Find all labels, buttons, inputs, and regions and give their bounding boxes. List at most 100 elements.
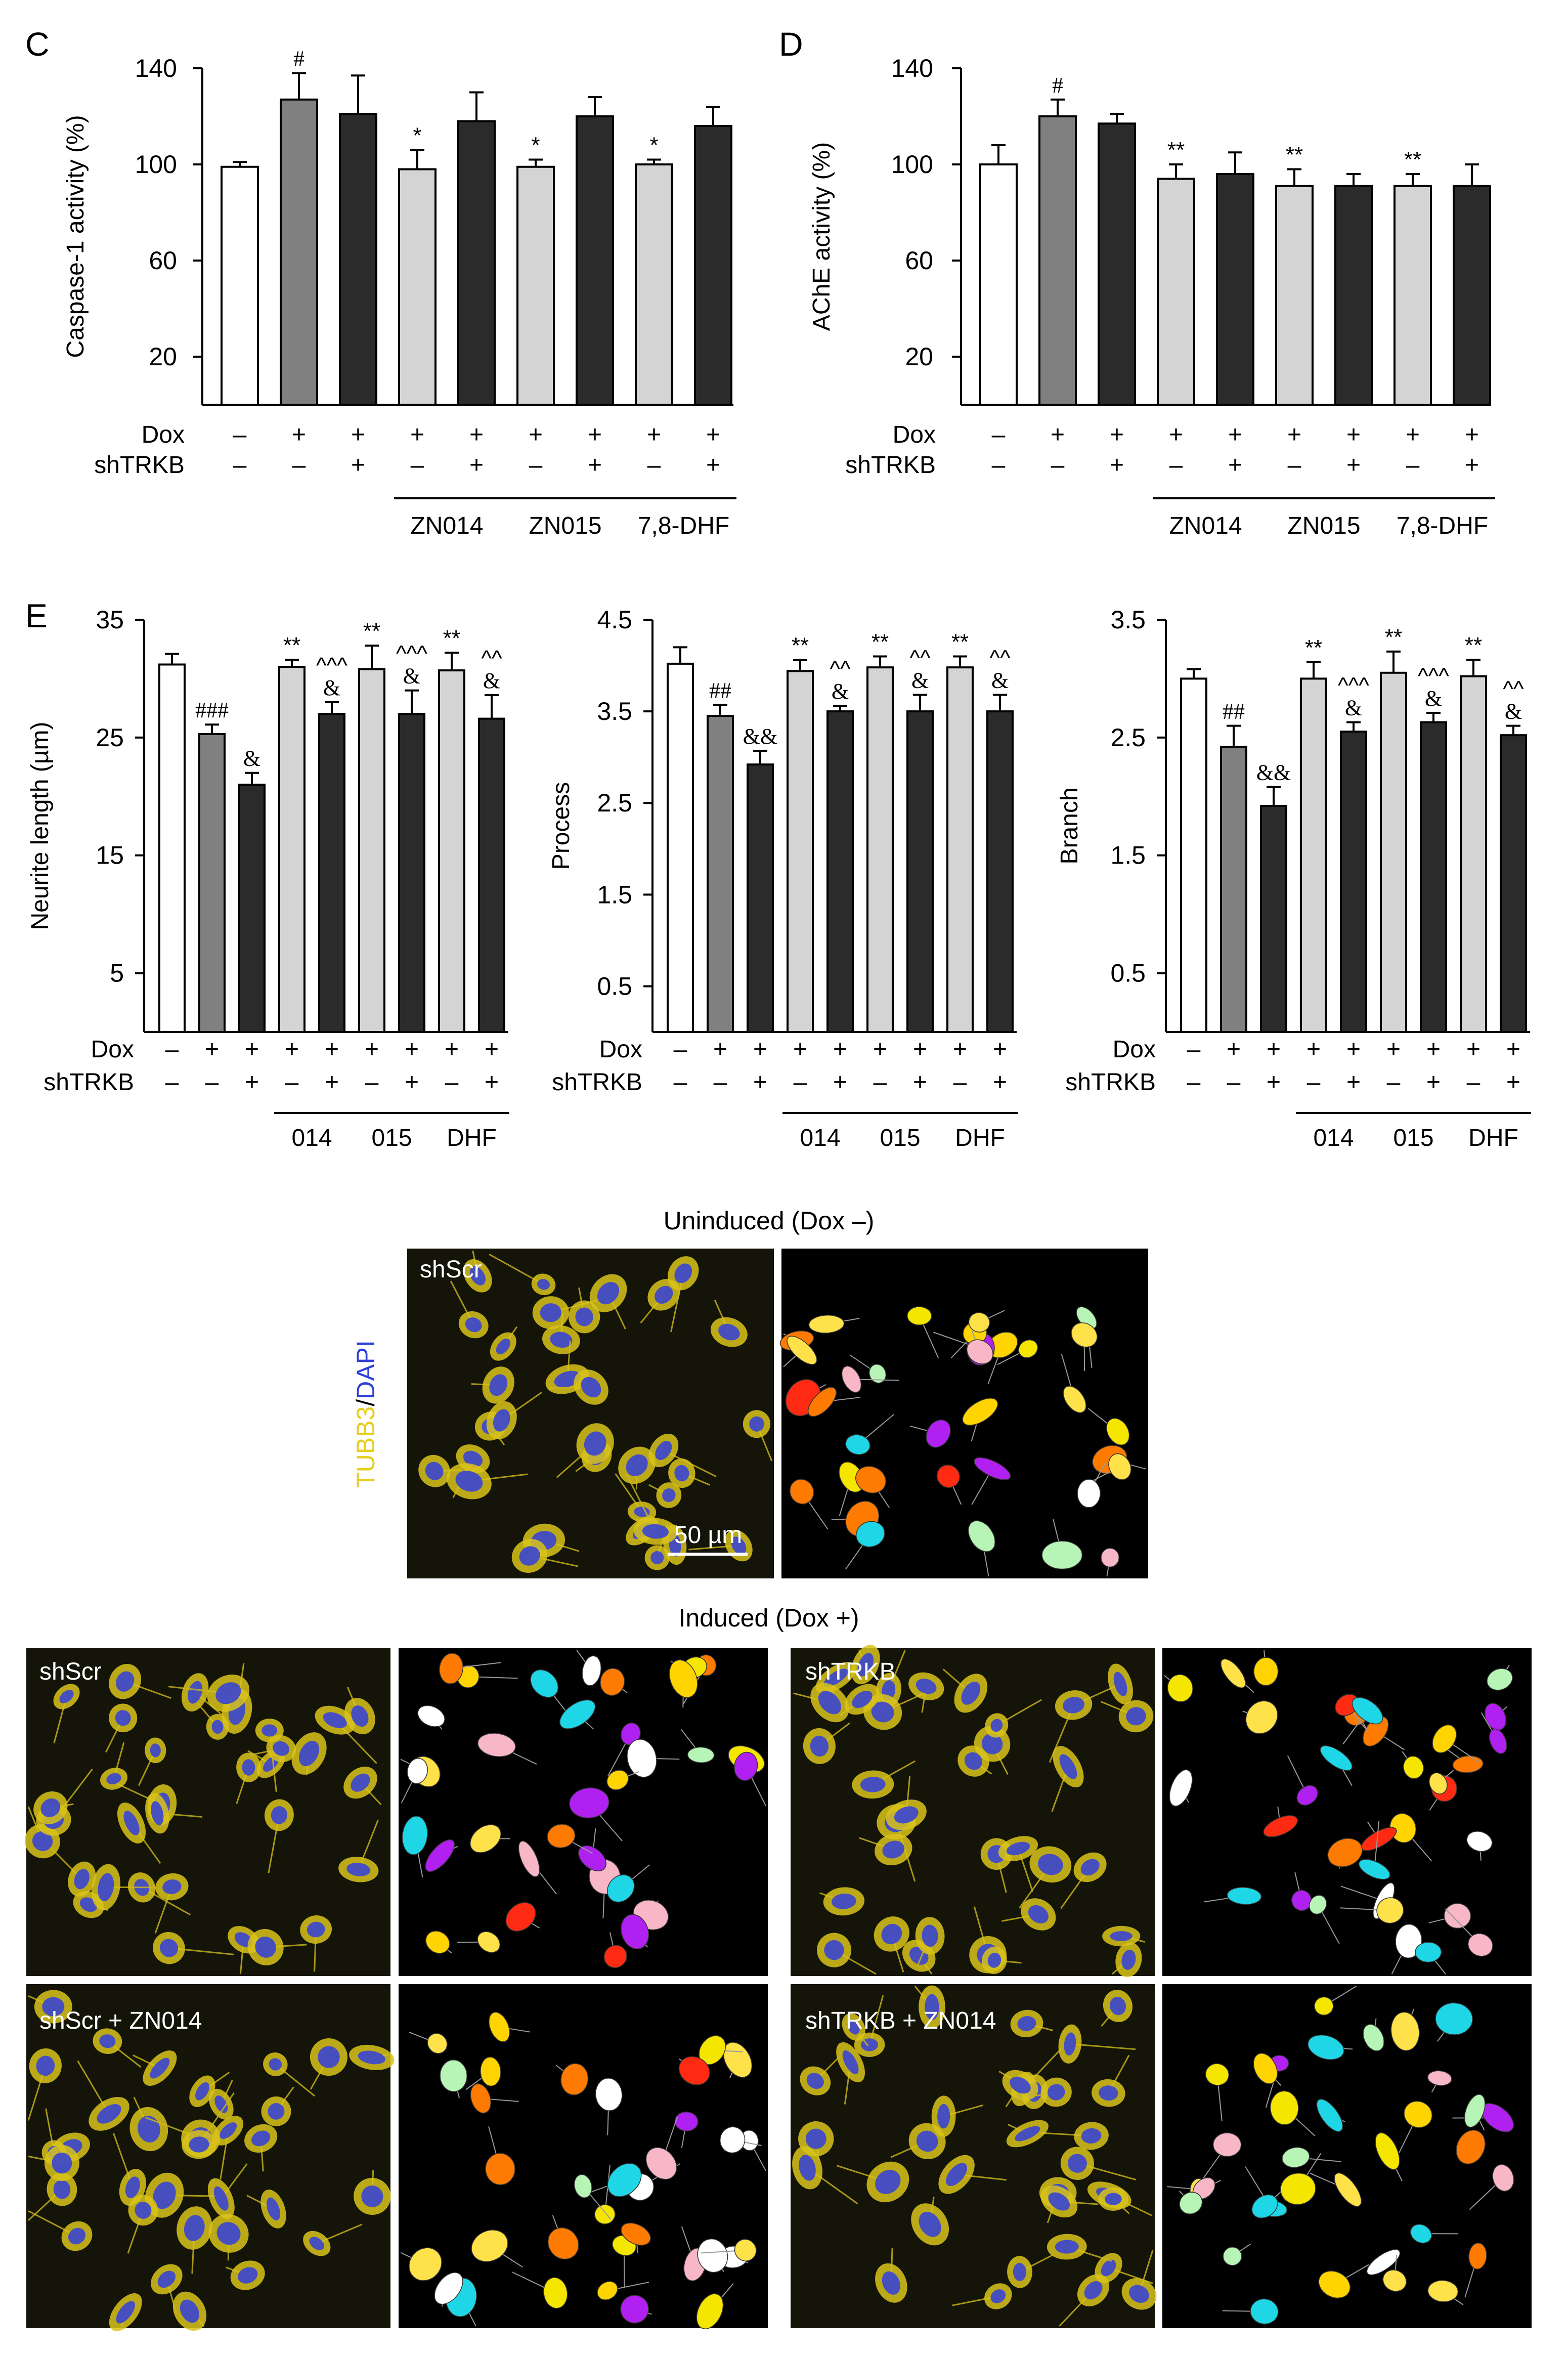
nucleus [255,1936,276,1958]
significance-marker: ** [1385,625,1402,650]
y-axis-label: Caspase-1 activity (%) [62,115,89,358]
shtrkb-sign: – [953,1069,967,1096]
segmented-cell [1444,1903,1471,1929]
y-tick-label: 2.5 [1110,723,1146,752]
panel-letter: E [25,597,48,634]
shtrkb-sign: + [588,452,602,479]
segmentation-induced-shtrkb-zn014 [1162,1984,1532,2328]
bar [787,670,814,1033]
segmented-cell [845,1434,870,1455]
bar [1300,677,1327,1033]
segmented-cell [1282,2147,1310,2168]
dox-row-label: Dox [893,421,936,448]
nucleus [981,1733,1003,1754]
significance-marker: ^^^ [1338,673,1369,698]
nucleus [832,1893,856,1909]
segmented-cell [409,2247,442,2281]
segmented-cell [1309,1895,1327,1915]
y-tick-label: 0.5 [597,972,632,1000]
segmented-cell [578,1845,606,1871]
nucleus [1017,2016,1036,2031]
segmented-cell [595,2078,623,2111]
nucleus [215,1682,241,1704]
segmented-cell [543,2277,568,2309]
nucleus [309,2237,325,2250]
segmented-cell [603,1945,627,1968]
significance-marker: ** [951,629,969,654]
segmented-cell [968,1312,990,1333]
nucleus [323,1712,347,1728]
bar [318,713,345,1034]
nucleus [1113,1672,1127,1696]
significance-marker: ** [363,619,380,644]
significance-marker: ^^ [830,657,851,681]
y-tick-label: 25 [96,723,124,752]
nucleus [42,1997,65,2017]
shtrkb-sign: – [1387,1069,1401,1096]
significance-marker: * [649,133,658,158]
shtrkb-sign: + [1346,452,1361,479]
shtrkb-sign: – [1227,1069,1241,1096]
segmented-cell [1487,1668,1513,1691]
nucleus [990,1719,1003,1732]
nucleus [810,1735,829,1757]
bar [979,163,1018,406]
dox-sign: + [529,421,543,448]
dox-sign: + [469,421,484,448]
segmentation-induced-shscr [399,1648,768,1976]
nucleus [220,2122,237,2139]
group-label: 015 [880,1125,920,1151]
shtrkb-sign: – [445,1069,459,1096]
segmented-cell [1366,2249,1401,2276]
significance-marker: ** [1167,138,1185,162]
nucleus [1080,1859,1100,1876]
shtrkb-sign: – [233,452,247,479]
nucleus [749,1416,764,1432]
segmented-cell [417,1705,445,1727]
nucleus [214,2095,228,2113]
group-label: ZN014 [1169,512,1242,539]
nucleus [655,1441,672,1461]
segmented-cell [1308,2034,1344,2060]
shtrkb-sign: + [913,1069,927,1096]
nucleus [150,2058,170,2079]
nucleus [138,2116,160,2143]
nucleus [642,1524,669,1539]
segmented-cell [469,1824,501,1853]
significance-marker: ** [283,633,300,658]
segmented-cell [1167,1674,1193,1702]
significance-marker: ^^^ [316,653,347,678]
y-tick-label: 0.5 [1110,959,1146,988]
segmented-cell [1253,2052,1278,2084]
shtrkb-sign: + [1426,1069,1441,1096]
nucleus [882,1840,905,1859]
dox-row-label: Dox [599,1036,642,1063]
shtrkb-sign: – [205,1069,219,1096]
segmented-cell [1320,1745,1353,1771]
segmented-cell [936,1465,960,1488]
nucleus [351,1705,369,1727]
nucleus [1081,2128,1102,2144]
nucleus [1067,2154,1087,2173]
significance-marker: ** [1404,147,1421,172]
image-background [791,1984,1155,2328]
segmented-cell [427,2033,448,2054]
nucleus [180,2299,200,2323]
bar [1393,185,1432,406]
dox-sign: + [1110,421,1124,448]
nucleus [1084,2281,1103,2300]
segmented-cell [574,2174,592,2199]
y-axis-label: Branch [1056,787,1083,864]
bar [707,715,734,1033]
segmented-cell [1492,2164,1514,2192]
segmented-cell [1327,1838,1363,1867]
segmented-cell [808,1314,845,1334]
nucleus [1099,2085,1118,2101]
nucleus [98,1873,114,1901]
segmented-cell [505,1902,536,1932]
group-label: 015 [371,1125,412,1151]
nucleus [361,2186,383,2207]
nucleus [1063,1697,1085,1714]
dox-sign: + [325,1036,339,1063]
